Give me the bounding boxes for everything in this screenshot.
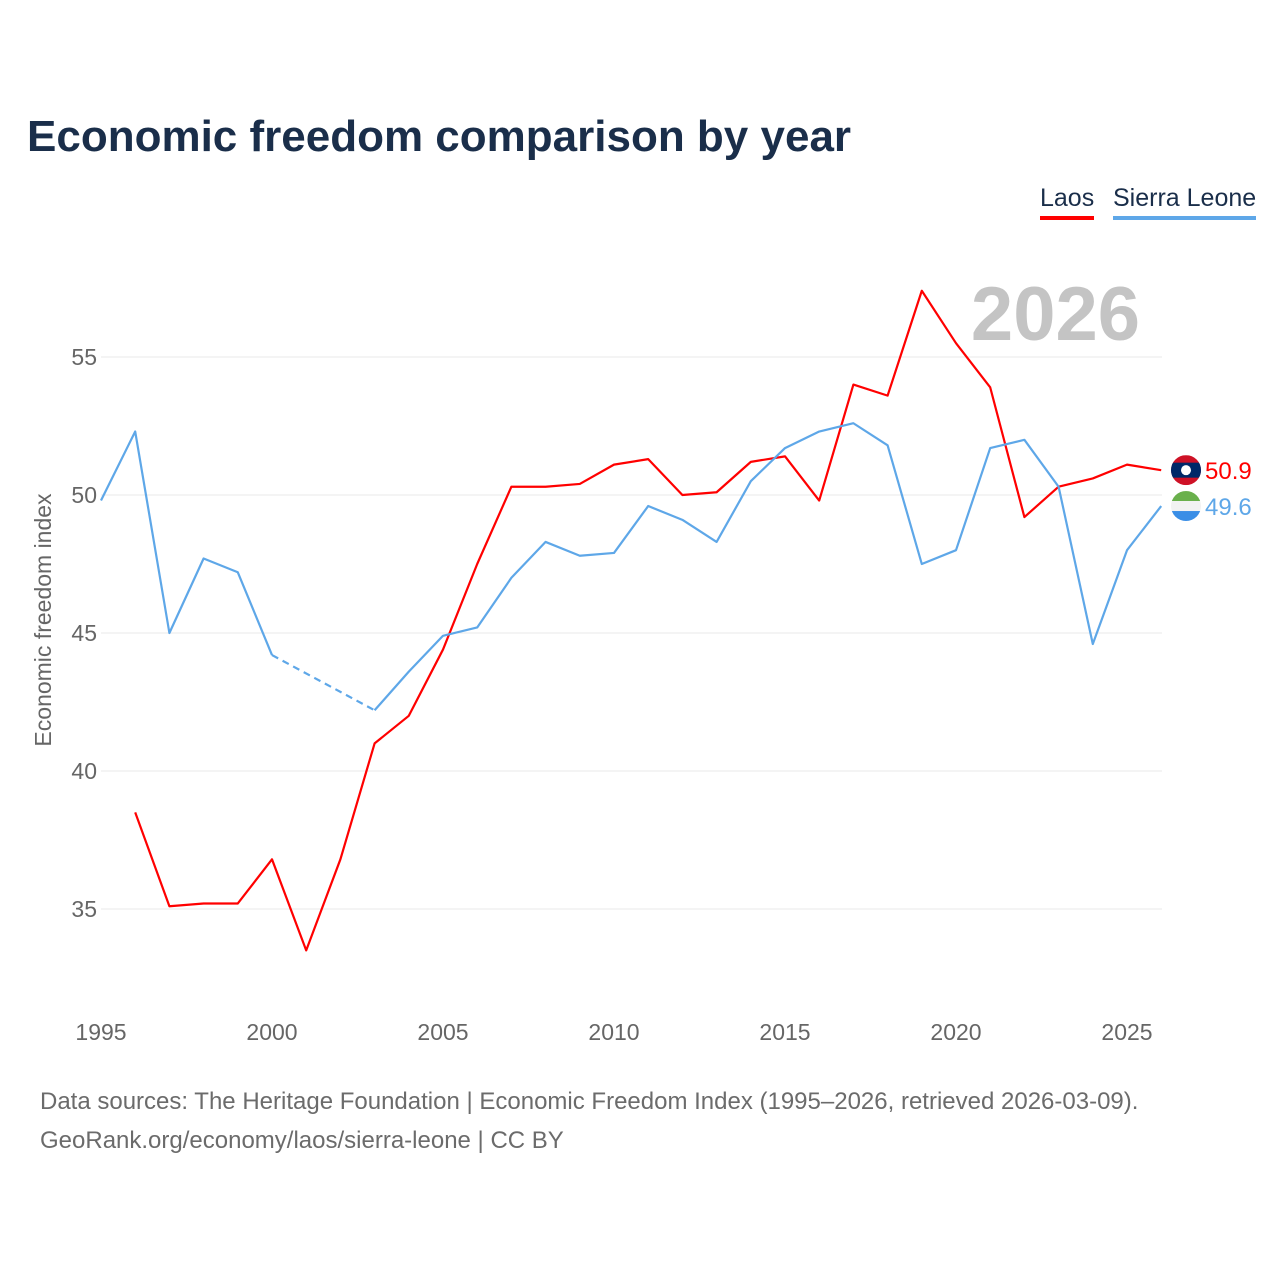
- series-line-laos: [134, 289, 1162, 952]
- y-tick-label: 50: [71, 482, 97, 508]
- y-tick-label: 45: [71, 620, 97, 646]
- series-line-sierra-leone: [373, 422, 1163, 712]
- chart-title: Economic freedom comparison by year: [27, 112, 852, 161]
- legend-item-laos[interactable]: Laos: [1040, 184, 1095, 220]
- flag-icon-laos: [1171, 455, 1201, 486]
- x-tick-label: 2000: [246, 1019, 297, 1045]
- y-tick-label: 55: [71, 344, 97, 370]
- source-link[interactable]: GeoRank.org/economy/laos/sierra-leone | …: [40, 1127, 564, 1154]
- x-tick-label: 2010: [588, 1019, 639, 1045]
- x-tick-label: 2015: [759, 1019, 810, 1045]
- x-tick-label: 2020: [930, 1019, 981, 1045]
- y-tick-label: 35: [71, 896, 97, 922]
- series-gap-sierra-leone: [271, 654, 376, 712]
- x-tick-label: 1995: [75, 1019, 126, 1045]
- series-line-sierra-leone: [100, 430, 274, 656]
- end-value-label-laos: 50.9: [1205, 458, 1252, 485]
- end-value-label-sierra-leone: 49.6: [1205, 494, 1252, 521]
- legend-item-sierra-leone[interactable]: Sierra Leone: [1113, 184, 1257, 220]
- flag-icon-sierra-leone: [1171, 491, 1201, 522]
- y-tick-label: 40: [71, 758, 97, 784]
- y-axis-label: Economic freedom index: [30, 493, 56, 747]
- x-tick-label: 2025: [1101, 1019, 1152, 1045]
- x-tick-label: 2005: [417, 1019, 468, 1045]
- year-watermark: 2026: [971, 272, 1140, 357]
- source-text: Data sources: The Heritage Foundation | …: [40, 1088, 1139, 1115]
